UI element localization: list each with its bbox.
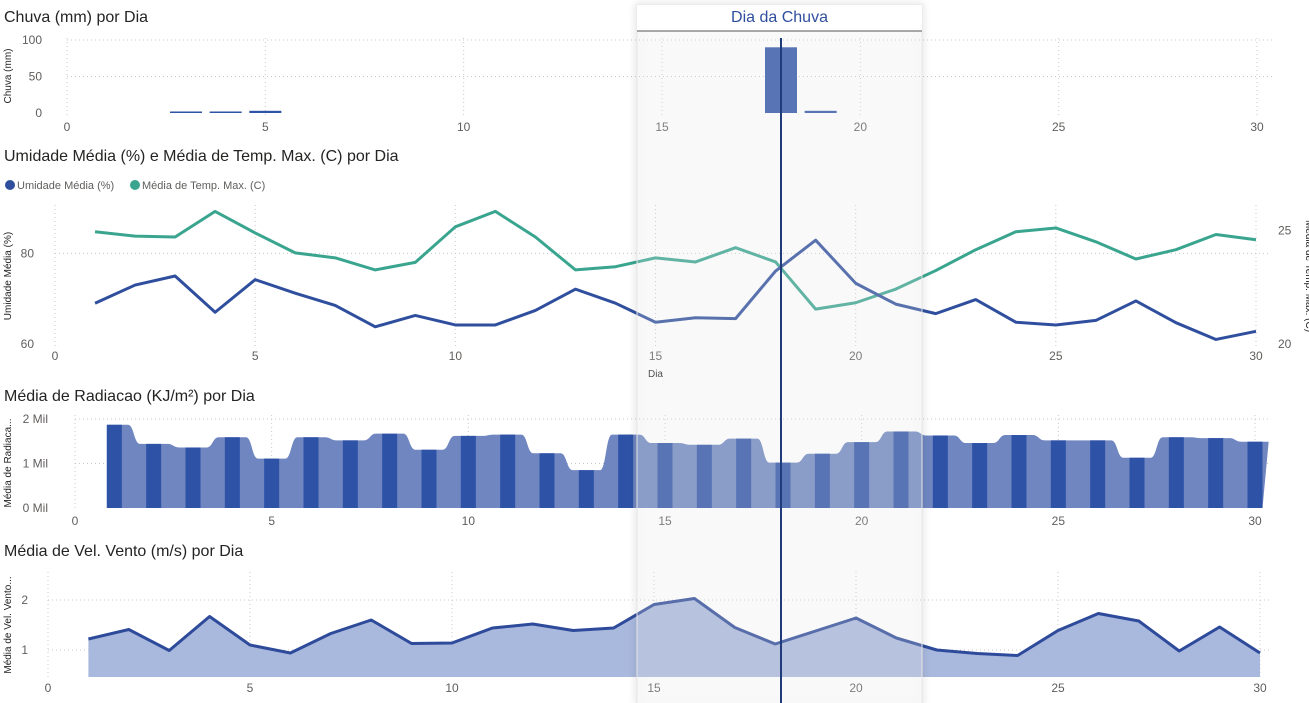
y-tick-label: 2 Mil [23,412,48,426]
radiation-bar [264,458,280,508]
y2-tick-label: 25 [1278,224,1292,238]
radiation-chart-title: Média de Radiacao (KJ/m²) por Dia [4,388,255,405]
radiation-bar [1090,440,1106,508]
y-tick-label: 2 [21,593,28,607]
x-tick-label: 5 [262,120,269,134]
y-tick-label: 100 [22,33,42,47]
radiation-bar [618,434,634,508]
radiation-bar [460,435,476,508]
rain-chart-title: Chuva (mm) por Dia [4,9,148,26]
x-tick-label: 25 [1049,349,1063,363]
x-tick-label: 5 [252,349,259,363]
rain-bar [170,111,202,113]
legend-temperature-label: Média de Temp. Max. (C) [142,180,265,192]
y-axis-label: Média de Radiaca... [3,419,14,508]
radiation-bar [303,437,319,508]
y-axis-label: Chuva (mm) [3,48,14,103]
radiation-bar [106,424,122,508]
radiation-bar [1247,441,1263,508]
x-tick-label: 0 [45,681,52,695]
x-tick-label: 30 [1250,120,1264,134]
x-tick-label: 0 [72,514,79,528]
y-tick-label: 1 Mil [23,457,48,471]
rain-bar [249,110,282,113]
x-tick-label: 5 [247,681,254,695]
y-tick-label: 50 [29,70,43,84]
x-tick-label: 30 [1249,349,1263,363]
wind-chart-title: Média de Vel. Vento (m/s) por Dia [4,543,243,560]
highlight-header-bg [637,5,922,31]
y-tick-label: 60 [21,337,35,351]
radiation-bar [1168,437,1184,508]
x-tick-label: 25 [1052,514,1066,528]
legend-humidity-marker [5,180,15,190]
radiation-bar [578,470,594,508]
radiation-bar [1011,435,1027,508]
radiation-bar [500,434,516,508]
x-tick-label: 10 [462,514,476,528]
radiation-bar [972,443,988,508]
y2-axis-label: Média de Temp. Max. (C) [1303,220,1309,332]
rain-bar [209,111,242,113]
radiation-bar [342,440,358,508]
legend-humidity-label: Umidade Média (%) [17,180,114,192]
x-tick-label: 30 [1248,514,1262,528]
x-tick-label: 0 [52,349,59,363]
highlight-panel[interactable] [636,4,923,703]
radiation-bar [1208,438,1224,508]
x-tick-label: 10 [449,349,463,363]
y-tick-label: 80 [21,246,35,260]
x-tick-label: 10 [445,681,459,695]
y-tick-label: 0 [35,106,42,120]
x-tick-label: 25 [1051,681,1065,695]
radiation-bar [185,447,201,508]
y-axis-label: Umidade Média (%) [3,232,14,320]
x-tick-label: 0 [64,120,71,134]
y-tick-label: 1 [21,643,28,657]
radiation-bar [1050,440,1066,508]
x-tick-label: 30 [1253,681,1267,695]
radiation-bar [1129,457,1145,508]
y2-tick-label: 20 [1278,337,1292,351]
radiation-bar [382,433,398,508]
radiation-bar [224,437,240,508]
highlight-label: Dia da Chuva [731,9,828,26]
x-tick-label: 25 [1052,120,1066,134]
y-tick-label: 0 Mil [23,501,48,515]
legend-temperature-marker [130,180,140,190]
radiation-bar [146,443,162,508]
x-tick-label: 10 [457,120,471,134]
x-tick-label: 5 [268,514,275,528]
y-axis-label: Média de Vel. Vento... [3,576,14,673]
radiation-bar [932,435,948,508]
humidity-temp-chart-title: Umidade Média (%) e Média de Temp. Max. … [4,148,399,165]
radiation-bar [421,449,437,508]
radiation-bar [539,453,555,508]
